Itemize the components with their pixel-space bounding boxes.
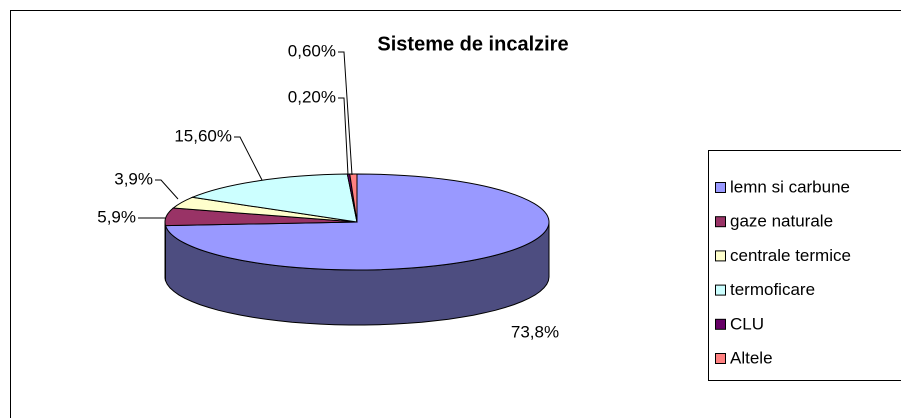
legend-swatch xyxy=(715,216,726,228)
pie-slice-side xyxy=(164,222,166,281)
legend-swatch xyxy=(715,284,726,296)
legend-swatch xyxy=(715,182,726,193)
legend-label: lemn si carbune xyxy=(730,177,850,196)
legend-label: Altele xyxy=(730,348,773,367)
legend-box xyxy=(708,150,901,381)
legend-swatch xyxy=(715,353,726,364)
legend-swatch xyxy=(715,250,726,262)
leader-line xyxy=(338,51,353,176)
legend-swatch xyxy=(715,318,726,330)
pie-slice xyxy=(190,173,358,223)
data-label: 15,60% xyxy=(174,126,232,145)
legend-label: centrale termice xyxy=(730,246,851,265)
data-label: 0,60% xyxy=(288,41,336,60)
legend-label: termoficare xyxy=(730,280,815,299)
leader-line xyxy=(338,97,349,176)
leader-line xyxy=(234,136,263,181)
data-label: 73,8% xyxy=(511,322,559,341)
legend-label: CLU xyxy=(730,314,764,333)
leader-line xyxy=(155,179,179,200)
data-label: 3,9% xyxy=(114,169,153,188)
pie-slice xyxy=(349,173,358,223)
chart-title: Sisteme de incalzire xyxy=(377,33,568,55)
legend-label: gaze naturale xyxy=(730,212,833,231)
data-label: 0,20% xyxy=(288,87,336,106)
data-label: 5,9% xyxy=(97,207,136,226)
